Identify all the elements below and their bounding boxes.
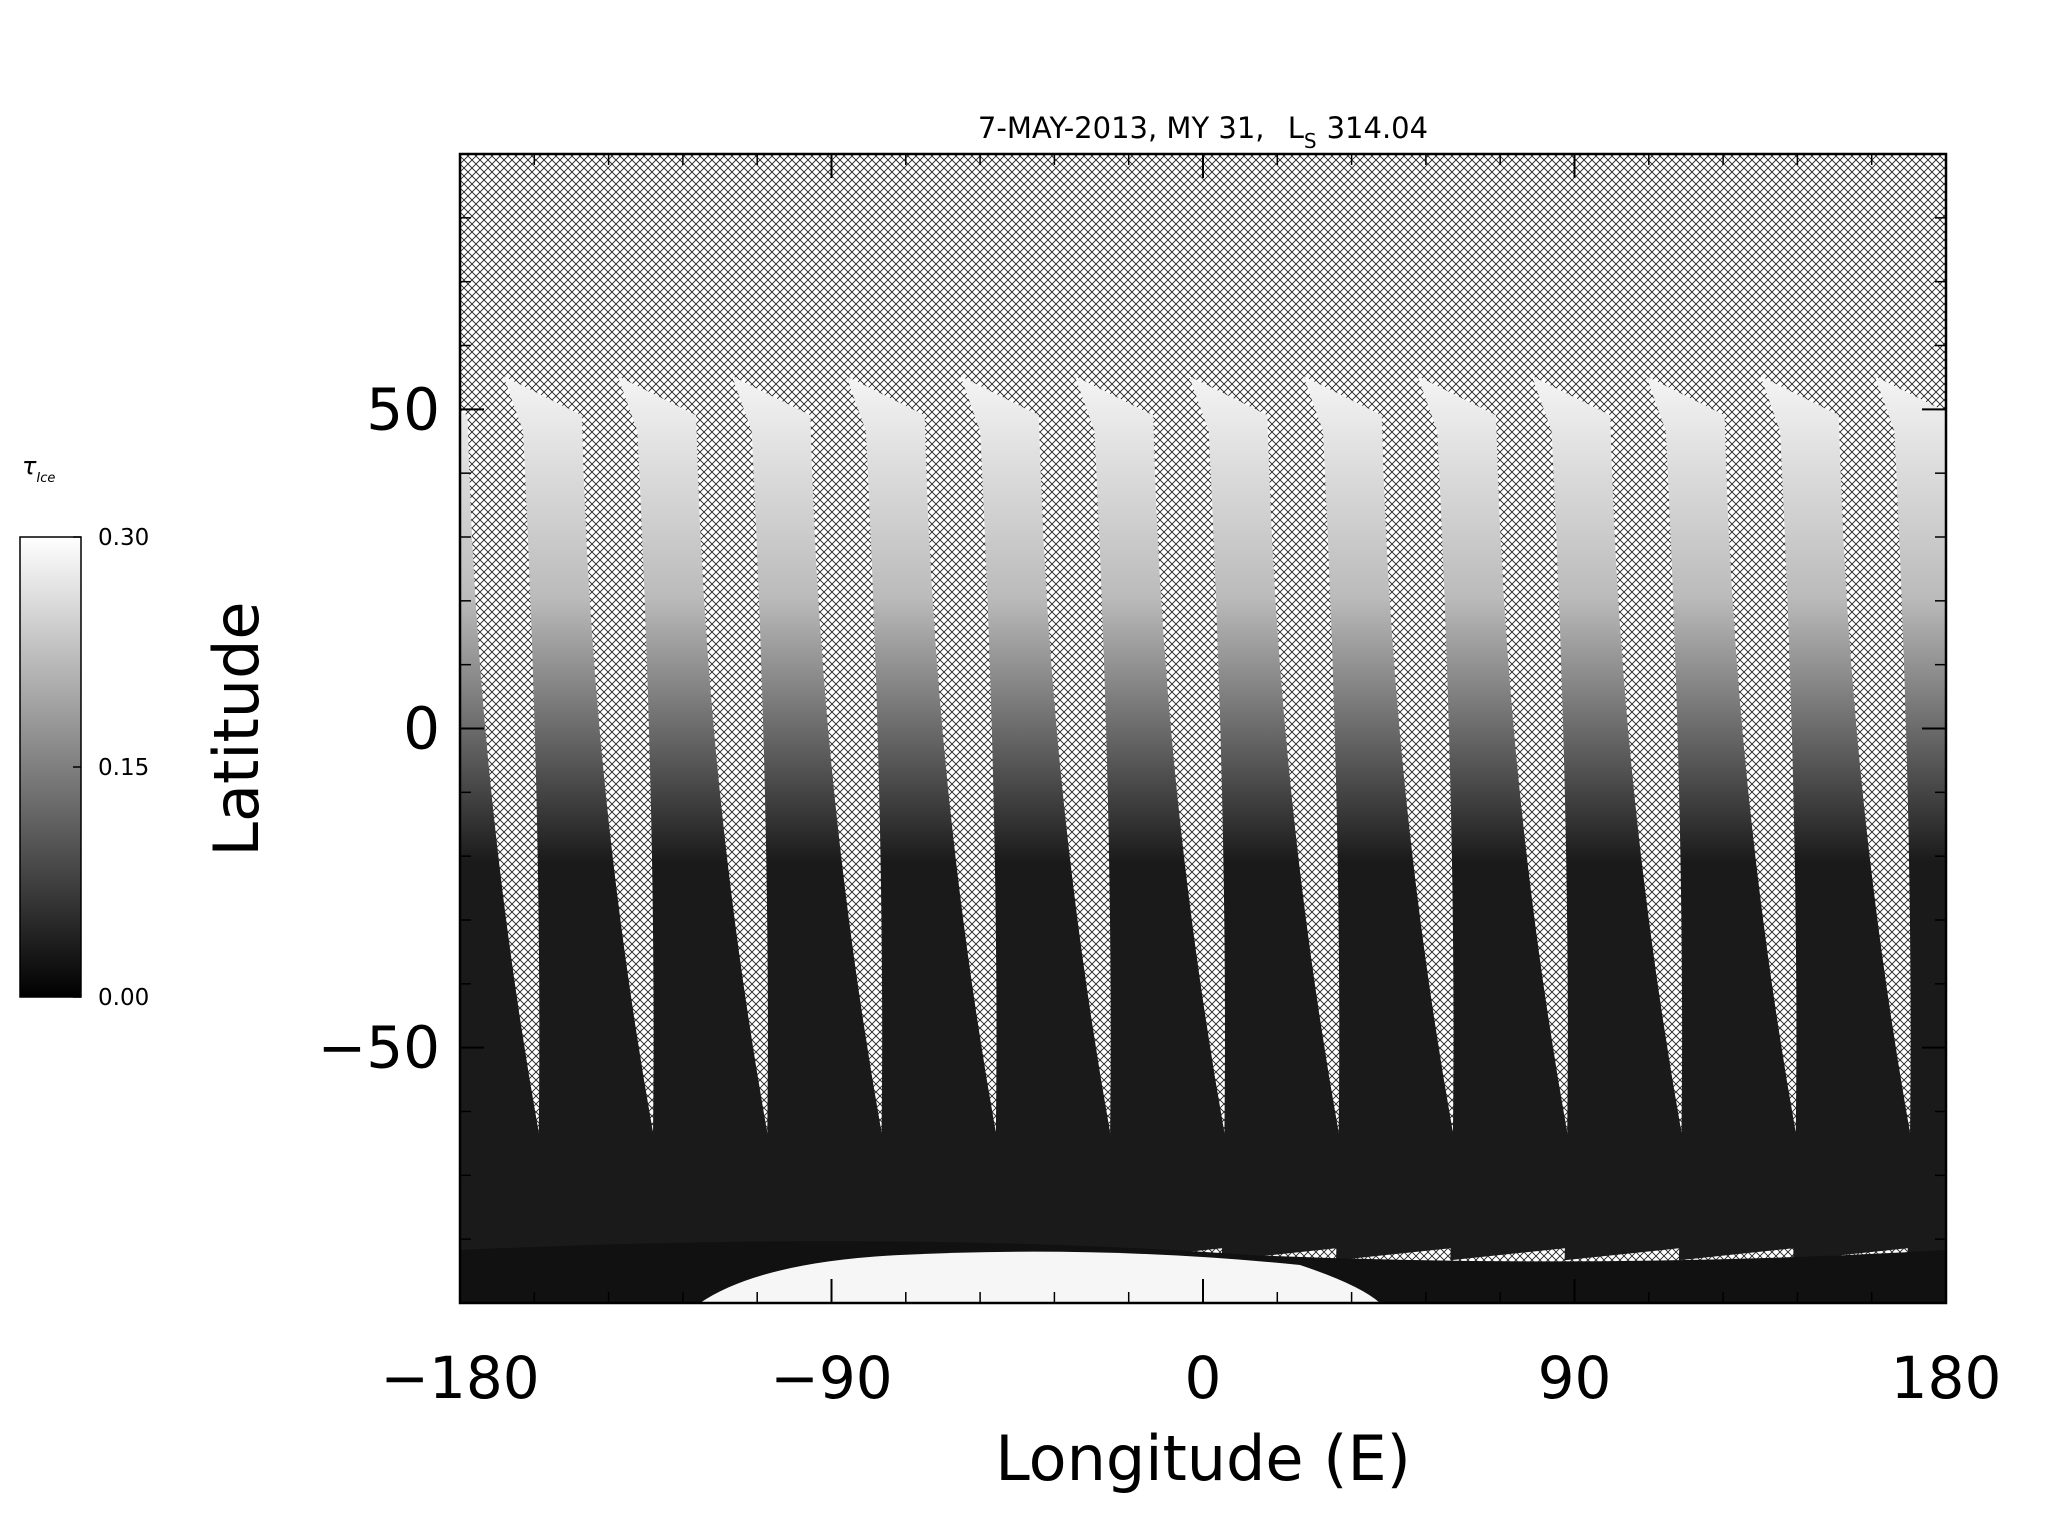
swath <box>1303 376 1461 1261</box>
title-value: 314.04 <box>1327 111 1428 145</box>
colorbar-tick-label: 0.30 <box>98 525 149 551</box>
swaths <box>460 376 1946 1261</box>
polar-cap <box>700 1251 1380 1303</box>
colorbar-tick-label: 0.00 <box>98 985 149 1011</box>
swath <box>460 411 546 1257</box>
y-tick-label: 50 <box>366 375 440 443</box>
swath <box>617 376 775 1261</box>
chart-title: 7-MAY-2013, MY 31, LS 314.04 <box>978 111 1428 153</box>
swath <box>846 376 1004 1261</box>
y-axis-label: Latitude <box>200 601 273 856</box>
title-text: 7-MAY-2013, MY 31, <box>978 111 1265 145</box>
swath <box>960 376 1118 1261</box>
title-symbol: L <box>1288 111 1304 145</box>
y-tick-label: 0 <box>403 695 440 763</box>
swath <box>1189 376 1346 1261</box>
colorbar-label: τIce <box>22 452 55 486</box>
colorbar-symbol: τ <box>22 452 37 480</box>
x-tick-label: 90 <box>1538 1344 1612 1412</box>
colorbar-tick-label: 0.15 <box>98 755 149 781</box>
swath <box>1874 376 1946 1261</box>
x-tick-label: 0 <box>1185 1344 1222 1412</box>
swath <box>1074 376 1232 1261</box>
colorbar <box>19 536 82 998</box>
swath <box>1417 376 1575 1261</box>
swath <box>1531 376 1689 1261</box>
swath <box>1646 376 1803 1261</box>
swath <box>732 376 889 1261</box>
y-tick-label: −50 <box>318 1014 440 1082</box>
x-tick-label: 180 <box>1891 1344 2002 1412</box>
x-tick-label: −180 <box>380 1344 539 1412</box>
title-subscript: S <box>1304 129 1317 153</box>
x-tick-label: −90 <box>770 1344 892 1412</box>
colorbar-subscript: Ice <box>36 471 55 486</box>
swath <box>503 376 661 1261</box>
swath <box>1760 376 1918 1261</box>
x-axis-label: Longitude (E) <box>995 1422 1411 1495</box>
map-image <box>460 154 1946 1303</box>
